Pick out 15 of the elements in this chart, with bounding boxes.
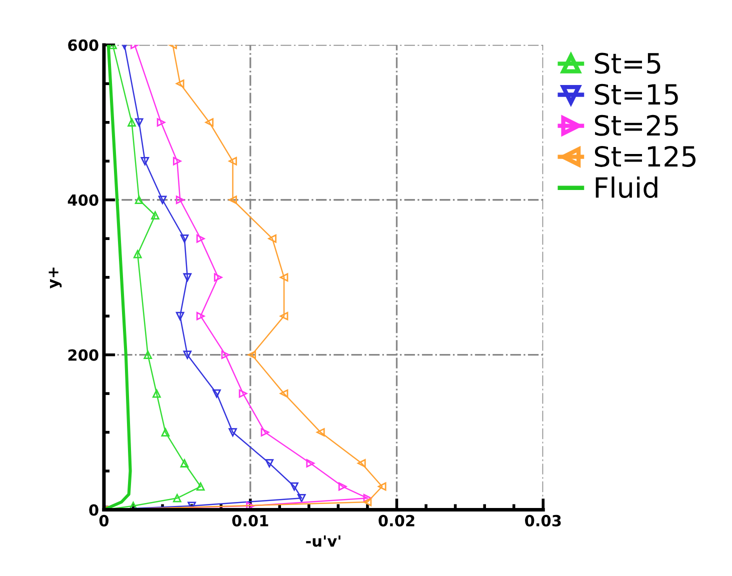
x-tick-label: 0.02 <box>378 514 414 526</box>
x-tick-label: 0 <box>99 514 109 526</box>
y-axis-title: y+ <box>48 268 62 289</box>
legend-label: St=15 <box>594 84 678 105</box>
x-tick-label: 0.01 <box>232 514 268 526</box>
x-tick-label: 0.03 <box>525 514 561 526</box>
legend-label: St=25 <box>594 114 678 136</box>
legend-label: St=5 <box>594 52 660 74</box>
legend-label: St=125 <box>594 146 696 167</box>
y-tick-label: 600 <box>68 39 98 51</box>
y-tick-label: 200 <box>68 349 98 361</box>
x-axis-title: -u'v' <box>306 535 340 547</box>
y-tick-label: 400 <box>68 194 98 206</box>
legend-label: Fluid <box>596 176 658 198</box>
y-tick-label: 0 <box>89 504 98 516</box>
